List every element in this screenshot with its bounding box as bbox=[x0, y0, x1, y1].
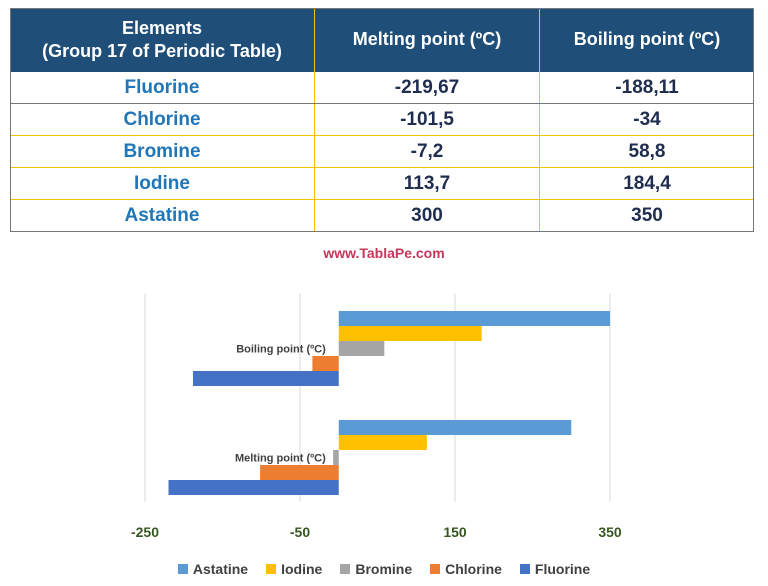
legend-item-bromine: Bromine bbox=[340, 561, 412, 577]
bar-fluorine-melting-point-c bbox=[169, 480, 339, 495]
bar-fluorine-boiling-point-c bbox=[193, 371, 339, 386]
bar-bromine-boiling-point-c bbox=[339, 341, 385, 356]
legend-label-fluorine: Fluorine bbox=[535, 561, 590, 577]
element-name: Astatine bbox=[10, 200, 315, 232]
bar-iodine-melting-point-c bbox=[339, 435, 427, 450]
bar-bromine-melting-point-c bbox=[333, 450, 339, 465]
legend-label-bromine: Bromine bbox=[355, 561, 412, 577]
category-label-boiling-point-c: Boiling point (ºC) bbox=[236, 344, 326, 356]
bar-iodine-boiling-point-c bbox=[339, 326, 482, 341]
legend-item-chlorine: Chlorine bbox=[430, 561, 502, 577]
boiling-value: -188,11 bbox=[540, 72, 755, 104]
melting-value: 300 bbox=[315, 200, 540, 232]
melting-value: -101,5 bbox=[315, 104, 540, 136]
elements-table: Elements (Group 17 of Periodic Table) Me… bbox=[10, 8, 754, 232]
bar-astatine-boiling-point-c bbox=[339, 311, 610, 326]
header-melting-point: Melting point (ºC) bbox=[315, 8, 540, 72]
boiling-value: 58,8 bbox=[540, 136, 755, 168]
bar-chlorine-melting-point-c bbox=[260, 465, 339, 480]
legend-item-astatine: Astatine bbox=[178, 561, 248, 577]
element-name: Fluorine bbox=[10, 72, 315, 104]
table-row: Iodine 113,7 184,4 bbox=[10, 168, 754, 200]
boiling-value: -34 bbox=[540, 104, 755, 136]
table-row: Astatine 300 350 bbox=[10, 200, 754, 232]
x-tick-label-250: -250 bbox=[131, 524, 159, 540]
melting-value: -219,67 bbox=[315, 72, 540, 104]
bar-astatine-melting-point-c bbox=[339, 420, 572, 435]
watermark: www.TablaPe.com bbox=[0, 245, 768, 261]
element-name: Bromine bbox=[10, 136, 315, 168]
legend-swatch-bromine bbox=[340, 564, 350, 574]
element-name: Iodine bbox=[10, 168, 315, 200]
element-name: Chlorine bbox=[10, 104, 315, 136]
legend-swatch-iodine bbox=[266, 564, 276, 574]
table-row: Fluorine -219,67 -188,11 bbox=[10, 72, 754, 104]
legend-swatch-astatine bbox=[178, 564, 188, 574]
legend-swatch-fluorine bbox=[520, 564, 530, 574]
bar-chlorine-boiling-point-c bbox=[312, 356, 338, 371]
x-tick-label-350: 350 bbox=[598, 524, 622, 540]
legend-label-astatine: Astatine bbox=[193, 561, 248, 577]
melting-value: 113,7 bbox=[315, 168, 540, 200]
legend-label-chlorine: Chlorine bbox=[445, 561, 502, 577]
boiling-value: 350 bbox=[540, 200, 755, 232]
x-tick-label-150: 150 bbox=[443, 524, 467, 540]
x-tick-label-50: -50 bbox=[290, 524, 310, 540]
category-label-melting-point-c: Melting point (ºC) bbox=[235, 453, 326, 465]
header-elements: Elements (Group 17 of Periodic Table) bbox=[10, 8, 315, 72]
legend-item-fluorine: Fluorine bbox=[520, 561, 590, 577]
table-row: Bromine -7,2 58,8 bbox=[10, 136, 754, 168]
legend-swatch-chlorine bbox=[430, 564, 440, 574]
header-boiling-point: Boiling point (ºC) bbox=[540, 8, 755, 72]
table-header-row: Elements (Group 17 of Periodic Table) Me… bbox=[10, 8, 754, 72]
boiling-value: 184,4 bbox=[540, 168, 755, 200]
legend-label-iodine: Iodine bbox=[281, 561, 322, 577]
melting-value: -7,2 bbox=[315, 136, 540, 168]
melting-boiling-bar-chart: Melting point (ºC) Boiling point (ºC) -250… bbox=[0, 280, 768, 555]
legend-item-iodine: Iodine bbox=[266, 561, 322, 577]
chart-legend: Astatine Iodine Bromine Chlorine Fluorine bbox=[0, 561, 768, 577]
table-row: Chlorine -101,5 -34 bbox=[10, 104, 754, 136]
